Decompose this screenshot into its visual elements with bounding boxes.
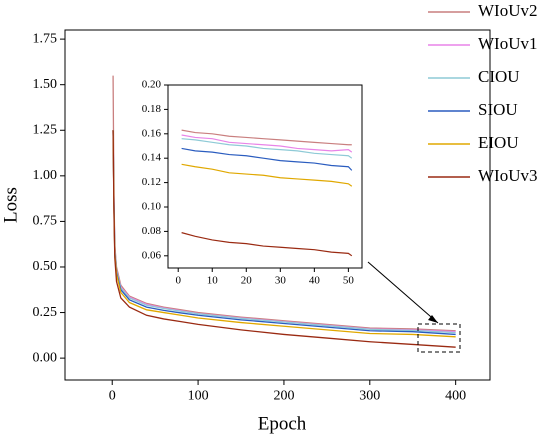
x-tick-label: 40 bbox=[309, 274, 321, 286]
series-line bbox=[181, 232, 353, 257]
y-tick-label: 0.14 bbox=[142, 152, 162, 164]
x-axis-label: Epoch bbox=[258, 413, 307, 434]
inset-plot: 0 10 20 30 40 50 0.06 0.08 0.10 0.12 0.14 0.16 0.18 0… bbox=[142, 79, 363, 286]
y-tick-label: 1.00 bbox=[33, 168, 58, 183]
series-line bbox=[181, 147, 353, 171]
legend-label: SIOU bbox=[478, 100, 518, 119]
legend-label: WIoUv2 bbox=[478, 1, 537, 20]
legend: WIoUv2 WIoUv1 CIOU SIOU EIOU WIoUv3 bbox=[428, 1, 537, 185]
y-tick-label: 0.16 bbox=[142, 127, 162, 139]
x-tick-label: 10 bbox=[207, 274, 219, 286]
legend-label: EIOU bbox=[478, 133, 519, 152]
plot-frame bbox=[167, 84, 363, 269]
y-tick-label: 1.50 bbox=[33, 77, 58, 92]
x-tick-label: 0 bbox=[175, 274, 181, 286]
legend-label: WIoUv1 bbox=[478, 34, 537, 53]
series-line bbox=[181, 134, 353, 153]
y-tick-label: 1.25 bbox=[33, 122, 58, 137]
zoom-box bbox=[417, 323, 461, 353]
legend-label: WIoUv3 bbox=[478, 166, 537, 185]
y-tick-label: 0.25 bbox=[33, 305, 58, 320]
y-tick-label: 0.20 bbox=[142, 79, 162, 91]
x-tick-label: 200 bbox=[273, 388, 294, 403]
x-tick-label: 100 bbox=[188, 388, 209, 403]
x-tick-label: 30 bbox=[275, 274, 287, 286]
y-tick-label: 1.75 bbox=[33, 31, 58, 46]
x-tick-label: 50 bbox=[343, 274, 355, 286]
legend-label: CIOU bbox=[478, 67, 520, 86]
y-tick-label: 0.18 bbox=[142, 103, 162, 115]
zoom-arrow bbox=[367, 261, 439, 324]
x-tick-label: 20 bbox=[241, 274, 253, 286]
series-line bbox=[181, 163, 353, 187]
y-tick-label: 0.06 bbox=[142, 249, 162, 261]
series-line bbox=[181, 129, 352, 146]
x-tick-label: 300 bbox=[359, 388, 380, 403]
y-tick-label: 0.00 bbox=[33, 350, 58, 365]
y-axis-label: Loss bbox=[0, 187, 21, 223]
series-line bbox=[181, 138, 353, 159]
x-tick-label: 0 bbox=[109, 388, 116, 403]
series-line bbox=[112, 130, 456, 348]
y-tick-label: 0.75 bbox=[33, 214, 58, 229]
y-tick-label: 0.12 bbox=[142, 176, 161, 188]
y-tick-label: 0.50 bbox=[33, 259, 58, 274]
arrow-head bbox=[428, 315, 438, 323]
y-tick-label: 0.08 bbox=[142, 225, 162, 237]
x-tick-label: 400 bbox=[445, 388, 466, 403]
y-tick-label: 0.10 bbox=[142, 201, 162, 213]
